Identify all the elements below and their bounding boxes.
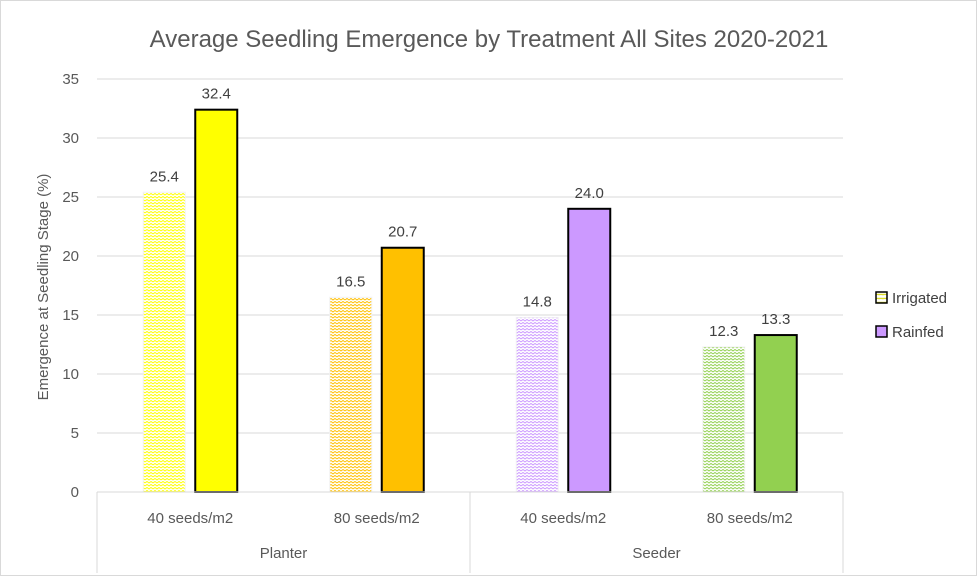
x-tick-label: 80 seeds/m2 <box>707 510 793 527</box>
legend-swatch-irrigated <box>875 291 888 304</box>
group-label: Seeder <box>632 545 680 562</box>
legend: Irrigated Rainfed <box>875 290 947 341</box>
y-axis-ticks: 0 5 10 15 20 25 30 35 <box>62 71 79 501</box>
bar-rainfed <box>753 334 798 493</box>
data-label: 32.4 <box>202 86 231 103</box>
bar-rainfed <box>567 207 612 494</box>
bar-irrigated <box>142 191 186 493</box>
legend-swatch-rainfed <box>875 325 888 338</box>
bars: 25.4 32.4 16.5 20.7 14.8 24.0 12.3 13.3 <box>142 86 798 494</box>
x-tick-label: 40 seeds/m2 <box>520 510 606 527</box>
y-tick-label: 25 <box>62 189 79 206</box>
data-label: 12.3 <box>709 323 738 340</box>
y-tick-label: 0 <box>71 484 79 501</box>
x-tick-label: 40 seeds/m2 <box>147 510 233 527</box>
y-axis-label: Emergence at Seedling Stage (%) <box>35 174 52 401</box>
group-label: Planter <box>260 545 308 562</box>
y-tick-label: 5 <box>71 425 79 442</box>
bar-rainfed <box>380 246 425 493</box>
y-tick-label: 35 <box>62 71 79 88</box>
data-label: 13.3 <box>761 311 790 328</box>
data-label: 24.0 <box>575 185 604 202</box>
bar-rainfed <box>194 108 239 494</box>
x-tick-label: 80 seeds/m2 <box>334 510 420 527</box>
data-label: 20.7 <box>388 224 417 241</box>
x-axis: 40 seeds/m2 80 seeds/m2 40 seeds/m2 80 seed… <box>96 491 844 573</box>
bar-irrigated <box>329 296 373 493</box>
chart-title: Average Seedling Emergence by Treatment … <box>150 26 829 53</box>
y-tick-label: 15 <box>62 307 79 324</box>
y-tick-label: 30 <box>62 130 79 147</box>
y-tick-label: 10 <box>62 366 79 383</box>
data-label: 16.5 <box>336 273 365 290</box>
legend-label: Rainfed <box>892 324 944 341</box>
bar-irrigated <box>702 346 746 493</box>
y-tick-label: 20 <box>62 248 79 265</box>
data-label: 25.4 <box>150 168 179 185</box>
data-label: 14.8 <box>523 293 552 310</box>
legend-label: Irrigated <box>892 290 947 307</box>
bar-irrigated <box>515 316 559 493</box>
